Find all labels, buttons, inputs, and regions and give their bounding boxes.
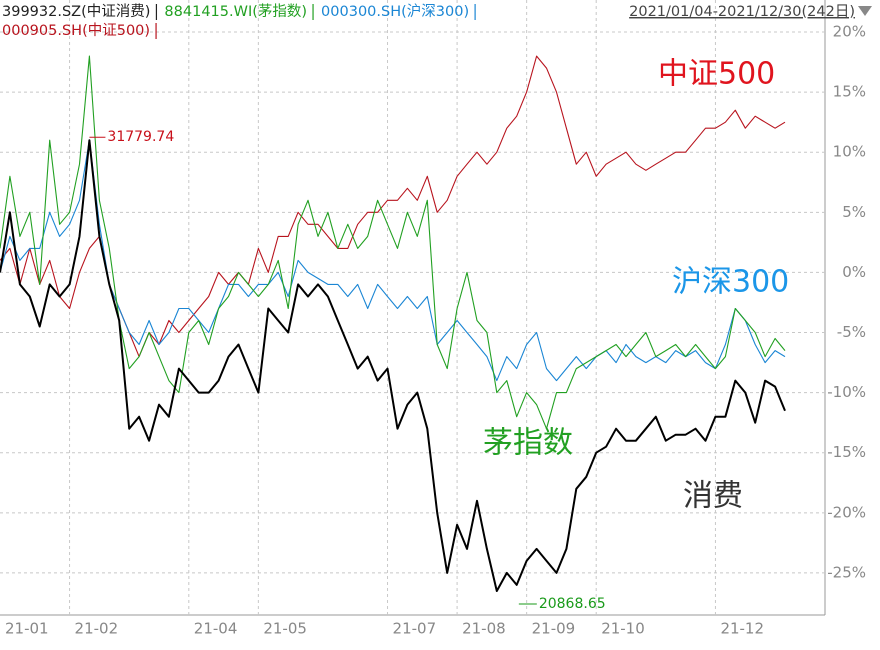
- x-tick-label: 21-01: [5, 620, 49, 638]
- legend-entry[interactable]: 000300.SH(沪深300): [321, 3, 469, 20]
- y-tick-label: -10%: [827, 383, 866, 401]
- series-line: [0, 139, 786, 382]
- series-line: [0, 139, 786, 592]
- legend-entry[interactable]: 399932.SZ(中证消费): [2, 3, 150, 20]
- y-tick-label: 15%: [833, 83, 866, 101]
- y-tick-label: 0%: [842, 263, 866, 281]
- series-label: 中证500: [658, 57, 775, 92]
- max-label: 31779.74: [107, 129, 174, 145]
- legend: 399932.SZ(中证消费) 8841415.WI(茅指数) 000300.SH(…: [2, 3, 469, 20]
- min-label: 20868.65: [539, 596, 606, 612]
- x-tick-label: 21-05: [263, 620, 307, 638]
- x-tick-label: 21-09: [532, 620, 576, 638]
- dropdown-icon[interactable]: [858, 6, 872, 16]
- x-tick-label: 21-12: [720, 620, 764, 638]
- y-tick-label: 10%: [833, 143, 866, 161]
- x-tick-label: 21-10: [601, 620, 645, 638]
- x-tick-label: 21-08: [462, 620, 506, 638]
- y-tick-label: -15%: [827, 443, 866, 461]
- series-line: [0, 55, 786, 358]
- series-label: 沪深300: [672, 265, 789, 300]
- y-tick-label: 20%: [833, 23, 866, 41]
- legend-entry[interactable]: 000905.SH(中证500): [2, 22, 150, 39]
- y-tick-label: -20%: [827, 503, 866, 521]
- series-line: [0, 55, 786, 430]
- x-tick-label: 21-02: [75, 620, 119, 638]
- series-label: 茅指数: [483, 426, 573, 461]
- x-tick-label: 21-07: [393, 620, 437, 638]
- legend: 000905.SH(中证500): [2, 22, 150, 39]
- y-tick-label: 5%: [842, 203, 866, 221]
- y-tick-label: -25%: [827, 563, 866, 581]
- legend-entry[interactable]: 8841415.WI(茅指数): [164, 3, 307, 20]
- y-tick-label: -5%: [837, 323, 866, 341]
- series-label: 消费: [683, 479, 743, 514]
- date-range[interactable]: 2021/01/04-2021/12/30(242日): [629, 4, 855, 20]
- x-tick-label: 21-04: [194, 620, 238, 638]
